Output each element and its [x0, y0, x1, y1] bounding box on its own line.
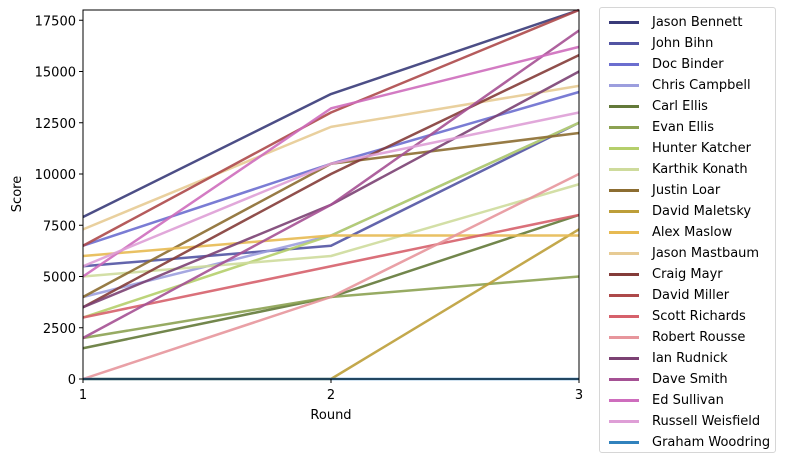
y-tick-label: 10000 — [35, 168, 76, 183]
legend-item: Scott Richards — [600, 306, 775, 327]
legend-item: Alex Maslow — [600, 222, 775, 243]
plot-lines — [82, 8, 580, 381]
legend-item: Carl Ellis — [600, 96, 775, 117]
legend-item: Craig Mayr — [600, 264, 775, 285]
series-line — [82, 183, 580, 278]
legend-label: Robert Rousse — [652, 330, 746, 345]
series-line — [82, 29, 580, 340]
legend-line-swatch-icon — [609, 105, 639, 108]
y-tick-label: 7500 — [43, 219, 76, 234]
series-line — [82, 275, 580, 340]
x-axis-title: Round — [310, 408, 351, 423]
legend-item: David Miller — [600, 285, 775, 306]
legend-label: Craig Mayr — [652, 267, 723, 282]
legend-label: Jason Bennett — [652, 15, 743, 30]
legend-label: Russell Weisfield — [652, 414, 761, 429]
x-tick-label: 2 — [327, 388, 335, 403]
legend: Jason Bennett John Bihn Doc Binder Chris Ca… — [599, 7, 776, 453]
legend-item: Ed Sullivan — [600, 390, 775, 411]
series-line — [82, 234, 579, 258]
legend-line-swatch-icon — [609, 126, 639, 129]
legend-label: Dave Smith — [652, 372, 728, 387]
legend-item: Chris Campbell — [600, 75, 775, 96]
legend-line-swatch-icon — [609, 252, 639, 255]
legend-item: Jason Mastbaum — [600, 243, 775, 264]
y-tick-label: 15000 — [35, 66, 76, 81]
legend-line-swatch-icon — [609, 84, 639, 87]
legend-line-swatch-icon — [609, 357, 639, 360]
series-line — [82, 121, 580, 268]
x-tick-label: 1 — [79, 388, 87, 403]
legend-line-swatch-icon — [609, 336, 639, 339]
legend-item: Ian Rudnick — [600, 348, 775, 369]
series-line — [82, 90, 580, 247]
legend-line-swatch-icon — [609, 441, 639, 444]
legend-label: Scott Richards — [652, 309, 746, 324]
series-line — [82, 213, 580, 319]
legend-label: Jason Mastbaum — [652, 246, 760, 261]
y-tick-label: 5000 — [43, 271, 76, 286]
legend-line-swatch-icon — [609, 399, 639, 402]
legend-line-swatch-icon — [609, 294, 639, 297]
legend-label: Alex Maslow — [652, 225, 733, 240]
legend-line-swatch-icon — [609, 42, 639, 45]
legend-line-swatch-icon — [609, 168, 639, 171]
series-line — [82, 111, 580, 268]
legend-item: Jason Bennett — [600, 12, 775, 33]
x-tick-label: 3 — [575, 388, 583, 403]
y-axis-title: Score — [10, 176, 25, 212]
legend-line-swatch-icon — [609, 189, 639, 192]
series-line — [82, 70, 580, 309]
legend-label: Doc Binder — [652, 57, 724, 72]
legend-item: Justin Loar — [600, 180, 775, 201]
series-line — [82, 84, 580, 231]
legend-line-swatch-icon — [609, 63, 639, 66]
legend-item: John Bihn — [600, 33, 775, 54]
legend-item: Robert Rousse — [600, 327, 775, 348]
series-line — [82, 45, 580, 278]
legend-label: David Miller — [652, 288, 730, 303]
series-line — [82, 53, 580, 309]
y-tick-label: 2500 — [43, 322, 76, 337]
legend-line-swatch-icon — [609, 315, 639, 318]
legend-item: Hunter Katcher — [600, 138, 775, 159]
legend-line-swatch-icon — [609, 147, 639, 150]
legend-label: Hunter Katcher — [652, 141, 751, 156]
y-tick-label: 12500 — [35, 117, 76, 132]
y-tick-label: 17500 — [35, 14, 76, 29]
series-line — [82, 172, 580, 381]
legend-label: Graham Woodring — [652, 435, 771, 450]
legend-label: John Bihn — [652, 36, 714, 51]
series-line — [83, 228, 580, 381]
legend-item: Graham Woodring — [600, 432, 775, 453]
legend-label: Ed Sullivan — [652, 393, 724, 408]
legend-line-swatch-icon — [609, 420, 639, 423]
legend-item: Evan Ellis — [600, 117, 775, 138]
legend-line-swatch-icon — [609, 378, 639, 381]
series-line — [82, 8, 580, 247]
legend-line-swatch-icon — [609, 231, 639, 234]
legend-line-swatch-icon — [609, 210, 639, 213]
legend-item: Karthik Konath — [600, 159, 775, 180]
legend-line-swatch-icon — [609, 21, 639, 24]
legend-item: Russell Weisfield — [600, 411, 775, 432]
legend-label: Chris Campbell — [652, 78, 751, 93]
x-axis: 1 2 3 — [79, 379, 583, 403]
series-line — [82, 8, 580, 219]
legend-item: Doc Binder — [600, 54, 775, 75]
legend-line-swatch-icon — [609, 273, 639, 276]
legend-label: Evan Ellis — [652, 120, 715, 135]
legend-label: Karthik Konath — [652, 162, 748, 177]
legend-item: Dave Smith — [600, 369, 775, 390]
legend-label: David Maletsky — [652, 204, 752, 219]
y-tick-label: 0 — [68, 373, 76, 388]
y-axis: 0 2500 5000 7500 10000 12500 15000 17500 — [35, 14, 83, 388]
legend-label: Carl Ellis — [652, 99, 708, 114]
legend-label: Justin Loar — [652, 183, 721, 198]
legend-item: David Maletsky — [600, 201, 775, 222]
legend-label: Ian Rudnick — [652, 351, 728, 366]
